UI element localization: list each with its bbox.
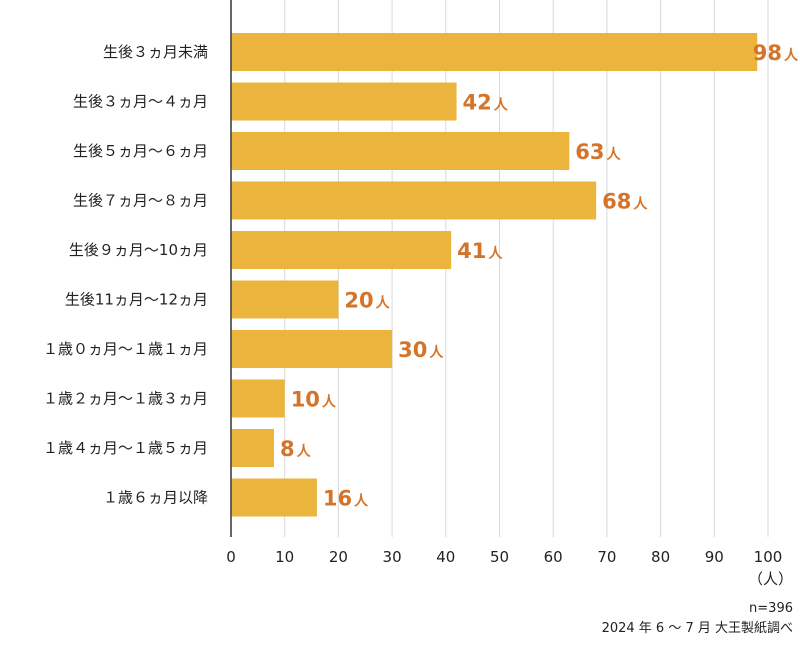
value-number-9: 16 <box>323 487 352 511</box>
value-unit-0: 人 <box>784 47 799 64</box>
x-tick-80: 80 <box>651 548 670 566</box>
value-label-1: 42 人 <box>463 91 509 115</box>
value-unit-2: 人 <box>607 146 622 163</box>
value-label-0: 98 人 <box>753 41 799 65</box>
x-tick-100: 100 <box>754 548 783 566</box>
x-axis-unit-label: （人） <box>748 570 793 588</box>
category-label-3: 生後７ヵ月～８ヵ月 <box>73 192 208 210</box>
bar-5 <box>231 280 339 319</box>
value-unit-7: 人 <box>322 394 337 411</box>
bar-6 <box>231 330 393 368</box>
x-tick-40: 40 <box>436 548 455 566</box>
value-number-5: 20 <box>344 289 373 313</box>
value-unit-5: 人 <box>376 295 391 312</box>
x-tick-60: 60 <box>544 548 563 566</box>
value-label-7: 10 人 <box>291 388 337 412</box>
bar-2 <box>231 132 570 170</box>
value-number-7: 10 <box>291 388 320 412</box>
x-tick-10: 10 <box>275 548 294 566</box>
value-unit-4: 人 <box>488 245 503 262</box>
bar-4 <box>231 231 452 269</box>
sample-size-note: n=396 <box>749 601 793 616</box>
value-unit-9: 人 <box>354 493 369 510</box>
bar-8 <box>231 429 274 467</box>
value-number-1: 42 <box>463 91 492 115</box>
value-number-0: 98 <box>753 41 782 65</box>
x-tick-70: 70 <box>597 548 616 566</box>
bar-3 <box>231 181 597 220</box>
value-unit-3: 人 <box>633 196 648 213</box>
x-axis-ticks: 0 10 20 30 40 50 60 70 80 90 100 <box>226 548 782 566</box>
category-label-6: １歳０ヵ月～１歳１ヵ月 <box>43 340 208 358</box>
bars <box>231 33 758 517</box>
value-label-9: 16 人 <box>323 487 369 511</box>
value-label-2: 63 人 <box>575 140 621 164</box>
category-label-2: 生後５ヵ月～６ヵ月 <box>73 142 208 160</box>
value-number-2: 63 <box>575 140 604 164</box>
value-label-6: 30 人 <box>398 338 444 362</box>
value-label-3: 68 人 <box>602 190 648 214</box>
value-unit-6: 人 <box>429 344 444 361</box>
value-unit-8: 人 <box>297 443 312 460</box>
category-label-9: １歳６ヵ月以降 <box>103 489 208 507</box>
category-label-8: １歳４ヵ月～１歳５ヵ月 <box>43 439 208 457</box>
x-tick-20: 20 <box>329 548 348 566</box>
bar-9 <box>231 478 317 517</box>
value-number-8: 8 <box>280 437 295 461</box>
category-label-4: 生後９ヵ月～10ヵ月 <box>69 241 208 259</box>
source-note: 2024 年 6 ～ 7 月 大王製紙調べ <box>602 621 793 636</box>
category-label-0: 生後３ヵ月未満 <box>103 43 208 61</box>
category-label-1: 生後３ヵ月～４ヵ月 <box>73 93 208 111</box>
value-number-6: 30 <box>398 338 427 362</box>
x-tick-0: 0 <box>226 548 236 566</box>
x-tick-50: 50 <box>490 548 509 566</box>
value-number-3: 68 <box>602 190 631 214</box>
value-number-4: 41 <box>457 239 486 263</box>
bar-0 <box>231 33 758 71</box>
value-label-5: 20 人 <box>344 289 390 313</box>
value-labels: 98 人42 人63 人68 人41 人20 人30 人10 人8 人16 人 <box>280 41 799 511</box>
bar-7 <box>231 379 285 418</box>
bar-1 <box>231 82 457 121</box>
value-unit-1: 人 <box>494 97 509 114</box>
x-tick-90: 90 <box>705 548 724 566</box>
category-labels: 生後３ヵ月未満生後３ヵ月～４ヵ月生後５ヵ月～６ヵ月生後７ヵ月～８ヵ月生後９ヵ月～… <box>43 43 208 507</box>
category-label-5: 生後11ヵ月～12ヵ月 <box>65 291 208 309</box>
value-label-4: 41 人 <box>457 239 503 263</box>
x-tick-30: 30 <box>383 548 402 566</box>
category-label-7: １歳２ヵ月～１歳３ヵ月 <box>43 390 208 408</box>
